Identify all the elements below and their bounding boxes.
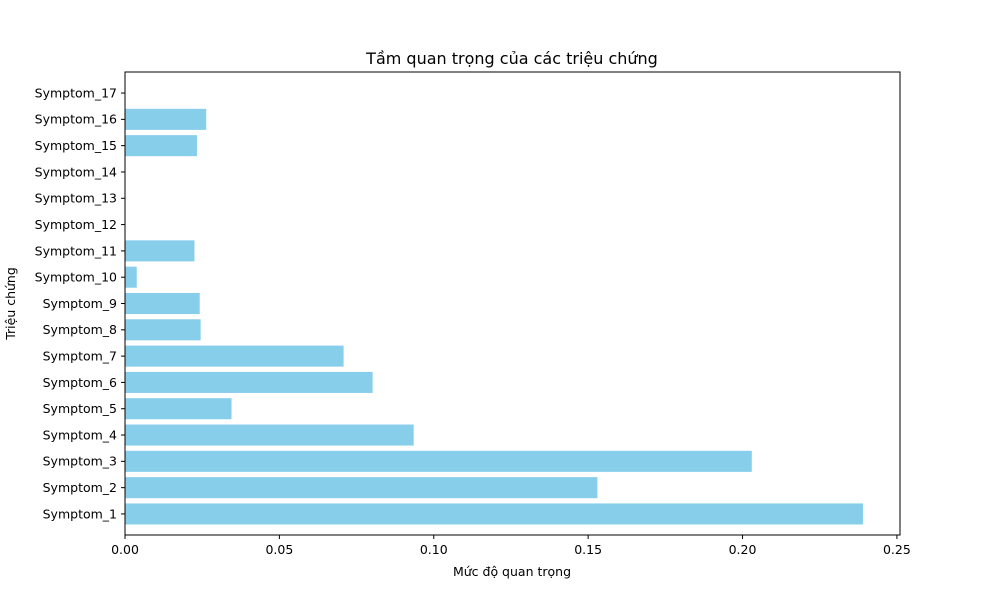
y-tick-label: Symptom_5 [43, 401, 117, 416]
x-tick-label: 0.15 [574, 542, 602, 557]
y-tick-label: Symptom_7 [43, 348, 117, 363]
x-axis-ticks: 0.00 0.05 0.10 0.15 0.20 0.25 [111, 535, 911, 557]
y-tick-label: Symptom_6 [43, 375, 117, 390]
y-tick-label: Symptom_11 [35, 243, 117, 258]
chart-title: Tầm quan trọng của các triệu chứng [365, 49, 658, 68]
bars-group [125, 108, 863, 525]
y-tick-label: Symptom_10 [35, 270, 117, 285]
bar-symptom-2 [125, 477, 598, 499]
x-tick-label: 0.25 [883, 542, 911, 557]
x-tick-label: 0.05 [265, 542, 293, 557]
x-tick-label: 0.10 [420, 542, 448, 557]
bar-symptom-4 [125, 424, 414, 446]
y-tick-label: Symptom_15 [35, 138, 117, 153]
bar-symptom-16 [125, 108, 207, 130]
bar-symptom-5 [125, 398, 232, 420]
plot-area-frame [124, 71, 901, 536]
bar-symptom-9 [125, 292, 200, 315]
y-tick-label: Symptom_16 [35, 112, 117, 127]
y-tick-label: Symptom_1 [43, 506, 117, 521]
y-tick-label: Symptom_13 [35, 191, 117, 206]
bar-symptom-1 [125, 503, 863, 525]
bar-symptom-6 [125, 371, 373, 393]
y-tick-label: Symptom_17 [35, 85, 117, 100]
bar-symptom-11 [125, 240, 195, 262]
y-tick-label: Symptom_12 [35, 217, 117, 232]
y-axis-title: Triệu chứng [3, 267, 18, 341]
x-tick-label: 0.20 [729, 542, 757, 557]
y-tick-label: Symptom_9 [43, 296, 117, 311]
y-tick-label: Symptom_2 [43, 480, 117, 495]
bar-symptom-10 [125, 266, 137, 288]
x-axis-title: Mức độ quan trọng [453, 564, 571, 579]
y-tick-label: Symptom_8 [43, 322, 117, 337]
bar-symptom-15 [125, 135, 197, 157]
y-tick-label: Symptom_4 [43, 427, 117, 442]
bar-symptom-3 [125, 450, 752, 472]
y-axis-ticks: Symptom_1 Symptom_2 Symptom_3 Symptom_4 Symp… [35, 85, 125, 521]
x-tick-label: 0.00 [111, 542, 139, 557]
y-tick-label: Symptom_3 [43, 454, 117, 469]
bar-symptom-8 [125, 319, 201, 341]
bar-symptom-7 [125, 345, 344, 367]
y-tick-label: Symptom_14 [35, 164, 117, 179]
